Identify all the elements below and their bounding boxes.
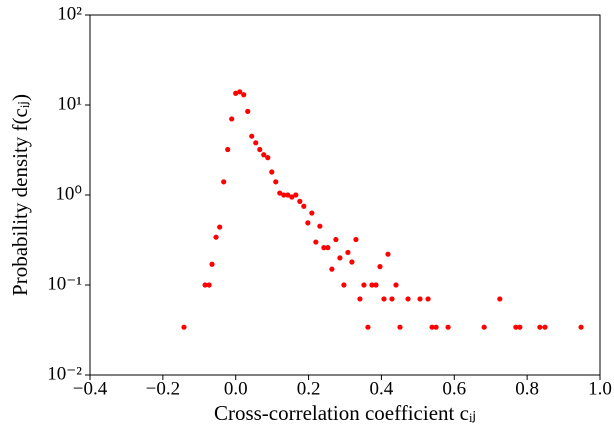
point [253, 140, 259, 146]
point [233, 90, 239, 96]
point [429, 324, 435, 330]
y-axis-label: Probability density f(cᵢⱼ) [8, 94, 32, 296]
point [206, 282, 212, 288]
point [249, 133, 255, 139]
x-tick-label: 1.0 [588, 378, 612, 399]
point [289, 194, 295, 200]
point [277, 190, 283, 196]
point [377, 264, 383, 270]
point [229, 116, 235, 122]
point [321, 245, 327, 251]
point [245, 108, 251, 114]
point [513, 324, 519, 330]
point [261, 152, 267, 158]
point [281, 192, 287, 198]
y-tick-label: 10⁻² [47, 363, 82, 384]
point [397, 324, 403, 330]
point [542, 324, 548, 330]
point [221, 179, 227, 185]
point [202, 282, 208, 288]
y-tick-label: 10⁻¹ [47, 273, 82, 294]
point [353, 236, 359, 243]
point [313, 239, 319, 245]
point [309, 210, 315, 216]
point [517, 324, 523, 330]
point [537, 324, 543, 330]
point [209, 261, 215, 267]
point [317, 223, 323, 229]
y-tick-label: 10² [57, 3, 82, 24]
point [273, 179, 279, 185]
point [213, 234, 219, 240]
point [329, 266, 335, 272]
point [293, 192, 299, 198]
x-tick-label: 0.2 [297, 378, 321, 399]
plot-frame [89, 14, 601, 376]
point [337, 255, 343, 261]
point [373, 282, 379, 288]
x-tick-label: 0.0 [224, 378, 248, 399]
x-tick-label: −0.2 [146, 378, 180, 399]
point [425, 296, 431, 302]
point [433, 324, 439, 330]
y-tick-label: 10⁰ [55, 183, 82, 204]
point [393, 282, 399, 288]
point [217, 224, 223, 230]
point [237, 89, 243, 95]
point [445, 324, 451, 330]
point [225, 146, 231, 153]
point [365, 324, 371, 330]
point [389, 296, 395, 302]
point [345, 249, 351, 256]
point [381, 296, 387, 302]
x-tick-label: −0.4 [73, 378, 108, 399]
point [349, 259, 355, 265]
point [385, 251, 391, 257]
point [341, 282, 347, 288]
point [481, 324, 487, 330]
point [497, 296, 503, 302]
point [301, 203, 307, 209]
point [361, 282, 367, 288]
point [285, 192, 291, 198]
point [297, 198, 303, 204]
point [241, 92, 247, 98]
x-tick-label: 0.4 [370, 378, 394, 399]
x-tick-label: 0.8 [515, 378, 539, 399]
point [357, 296, 363, 302]
point [305, 220, 311, 226]
y-tick-label: 10¹ [57, 93, 82, 114]
point [369, 282, 375, 288]
point [333, 236, 339, 243]
x-axis-label: Cross-correlation coefficient cᵢⱼ [214, 401, 476, 425]
point [325, 245, 331, 251]
point [181, 324, 187, 330]
point [257, 146, 263, 153]
point [265, 155, 271, 161]
point [269, 169, 275, 175]
x-tick-label: 0.6 [442, 378, 466, 399]
point [405, 296, 411, 302]
point [578, 324, 584, 330]
point [417, 296, 423, 302]
